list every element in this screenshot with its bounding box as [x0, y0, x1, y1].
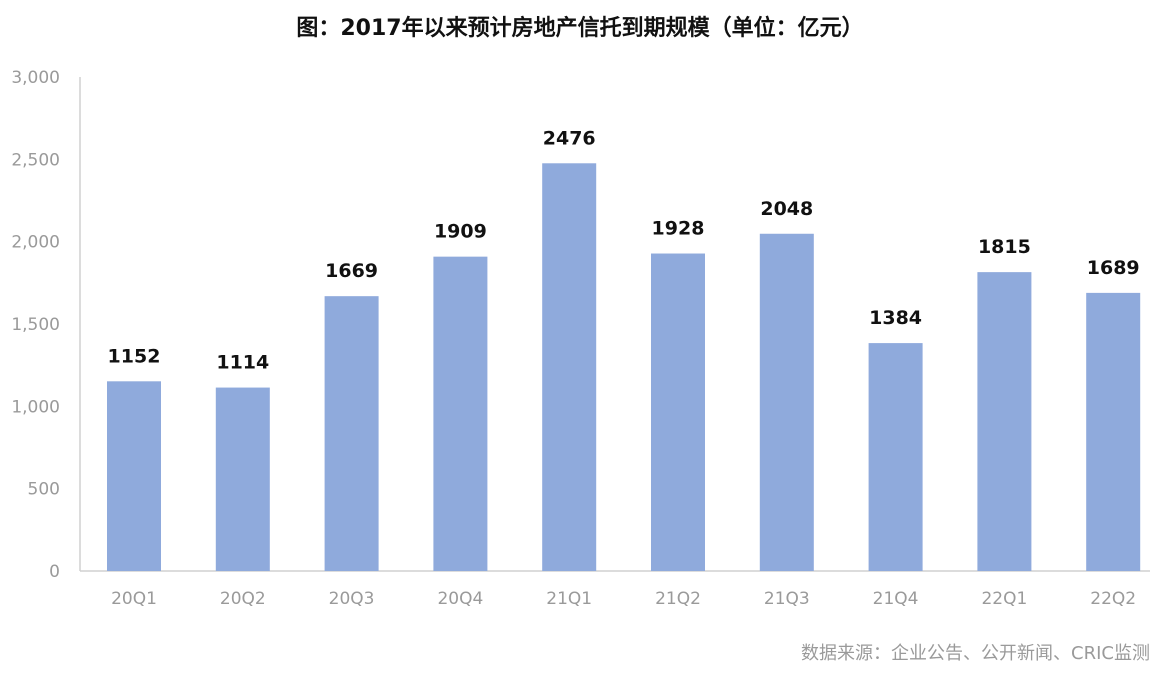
data-label: 1909: [434, 221, 487, 243]
y-tick-label: 1,000: [11, 397, 60, 417]
y-tick-label: 0: [49, 562, 60, 582]
source-note: 数据来源：企业公告、公开新闻、CRIC监测: [801, 643, 1150, 664]
x-tick-label: 20Q4: [437, 589, 483, 609]
data-label: 2476: [543, 127, 596, 149]
x-tick-label: 21Q1: [546, 589, 592, 609]
x-tick-label: 20Q1: [111, 589, 157, 609]
x-tick-label: 21Q3: [764, 589, 810, 609]
bar-21q2: [651, 253, 705, 572]
bar-20q3: [324, 296, 379, 571]
data-label: 1114: [216, 352, 269, 374]
bar-22q2: [1086, 292, 1141, 571]
y-tick-label: 2,500: [11, 150, 60, 170]
y-tick-label: 2,000: [11, 233, 60, 253]
x-tick-label: 21Q4: [873, 589, 919, 609]
y-tick-label: 1,500: [11, 315, 60, 335]
bar-21q4: [868, 343, 923, 571]
data-label: 1152: [108, 345, 161, 367]
data-label: 1928: [652, 218, 705, 240]
bar-21q3: [759, 233, 814, 571]
x-tick-label: 20Q3: [329, 589, 375, 609]
data-label: 2048: [760, 198, 813, 220]
x-tick-label: 20Q2: [220, 589, 266, 609]
data-label: 1669: [325, 260, 378, 282]
bar-20q1: [107, 381, 161, 571]
chart-title: 图：2017年以来预计房地产信托到期规模（单位：亿元）: [296, 16, 864, 41]
x-tick-label: 22Q2: [1090, 589, 1136, 609]
x-tick-label: 22Q1: [981, 589, 1027, 609]
y-tick-label: 3,000: [11, 68, 60, 88]
bar-20q2: [215, 387, 270, 571]
bar-20q4: [433, 256, 488, 571]
data-label: 1384: [869, 307, 922, 329]
data-label: 1689: [1087, 257, 1140, 279]
bar-22q1: [977, 272, 1032, 571]
data-label: 1815: [978, 236, 1031, 258]
x-tick-label: 21Q2: [655, 589, 701, 609]
y-tick-label: 500: [28, 480, 60, 500]
bar-chart: 0 500 1,000 1,500 2,000 2,500 3,000 1152 20Q1 11…: [11, 68, 1150, 609]
bar-21q1: [542, 163, 597, 571]
